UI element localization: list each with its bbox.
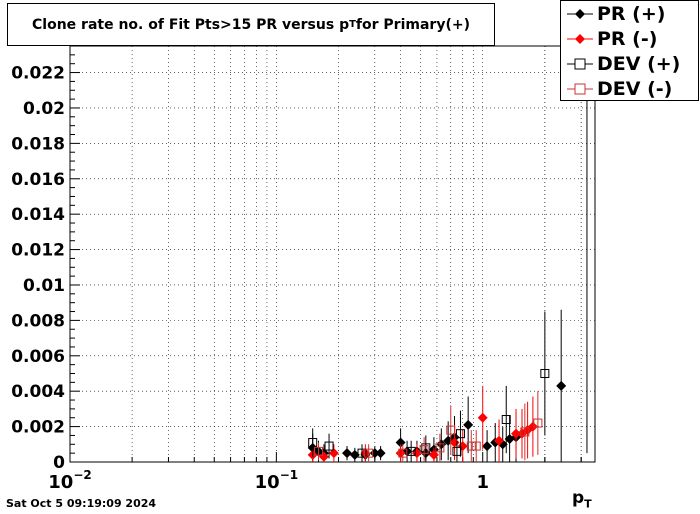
- y-tick-label: 0.022: [11, 64, 65, 84]
- series-3: [313, 391, 543, 462]
- legend-label-pr-plus: PR (+): [597, 3, 666, 25]
- data-point: [501, 415, 511, 425]
- data-point: [494, 435, 505, 446]
- data-point: [357, 448, 367, 458]
- legend-marker-pr-minus: [567, 34, 593, 44]
- y-tick-label: 0: [53, 453, 65, 473]
- x-axis-label-subscript: T: [584, 497, 592, 511]
- data-point: [466, 441, 476, 451]
- data-point: [446, 425, 456, 435]
- data-point: [324, 441, 334, 451]
- data-point: [328, 448, 339, 459]
- data-marks: [307, 41, 592, 462]
- legend-marker-dev-minus: [567, 83, 593, 95]
- data-point: [342, 448, 353, 459]
- data-point: [419, 445, 429, 455]
- data-point: [477, 412, 488, 423]
- data-point: [313, 446, 323, 456]
- series-2: [308, 311, 550, 462]
- data-point: [375, 448, 386, 459]
- y-tick-label: 0.008: [11, 311, 65, 331]
- axes: 0 0.002 0.004 0.006 0.008 0.01 0.012 0.014 0.016…: [11, 54, 582, 493]
- y-tick-label: 0.018: [11, 134, 65, 154]
- y-tick-label: 0.002: [11, 418, 65, 438]
- data-point: [482, 441, 493, 452]
- x-axis-label-main: p: [572, 488, 585, 508]
- data-point: [540, 368, 550, 378]
- data-point: [511, 428, 522, 439]
- legend-label-pr-minus: PR (-): [597, 28, 658, 50]
- data-point: [360, 448, 371, 459]
- data-point: [398, 448, 408, 458]
- legend-entry-dev-plus: DEV (+): [561, 52, 700, 76]
- data-point: [556, 380, 567, 391]
- data-point: [421, 443, 431, 453]
- data-point: [471, 441, 481, 451]
- x-axis-label: pT: [572, 488, 592, 510]
- legend-label-dev-minus: DEV (-): [597, 78, 673, 100]
- data-point: [364, 448, 374, 458]
- chart-title-tail: for Primary(+): [355, 16, 470, 33]
- data-point: [520, 427, 530, 437]
- x-tick-label: 1: [476, 472, 489, 493]
- y-tick-label: 0.014: [11, 205, 65, 225]
- y-tick-label: 0.01: [23, 276, 65, 296]
- data-point: [533, 418, 543, 428]
- timestamp: Sat Oct 5 09:19:09 2024: [6, 497, 157, 510]
- legend-entry-pr-plus: PR (+): [561, 2, 700, 26]
- data-point: [428, 449, 439, 460]
- plot-frame: [69, 45, 596, 463]
- chart-title: Clone rate no. of Fit Pts>15 PR versus p…: [7, 3, 495, 46]
- data-point: [455, 429, 465, 439]
- data-point: [318, 451, 329, 462]
- legend-label-dev-plus: DEV (+): [597, 53, 681, 75]
- data-point: [435, 443, 445, 453]
- y-tick-label: 0.016: [11, 170, 65, 190]
- x-tick-label: 10−2: [48, 468, 91, 493]
- legend-marker-dev-plus: [567, 58, 593, 70]
- legend-entry-dev-minus: DEV (-): [561, 77, 700, 101]
- chart-title-subscript: T: [349, 19, 356, 30]
- y-tick-label: 0.004: [11, 382, 65, 402]
- y-tick-label: 0.006: [11, 347, 65, 367]
- x-tick-label: 10−1: [255, 468, 298, 493]
- data-point: [463, 419, 474, 430]
- legend: PR (+) PR (-) DEV (+) DEV (-): [560, 0, 699, 101]
- legend-entry-pr-minus: PR (-): [561, 27, 700, 51]
- chart-title-main: Clone rate no. of Fit Pts>15 PR versus p: [32, 16, 350, 33]
- y-tick-label: 0.012: [11, 241, 65, 261]
- data-point: [308, 438, 318, 448]
- series-0: [307, 41, 592, 462]
- y-tick-label: 0.02: [23, 99, 65, 119]
- data-point: [349, 449, 360, 460]
- grid-lines: [70, 46, 595, 462]
- legend-marker-pr-plus: [567, 9, 593, 19]
- data-point: [527, 421, 538, 432]
